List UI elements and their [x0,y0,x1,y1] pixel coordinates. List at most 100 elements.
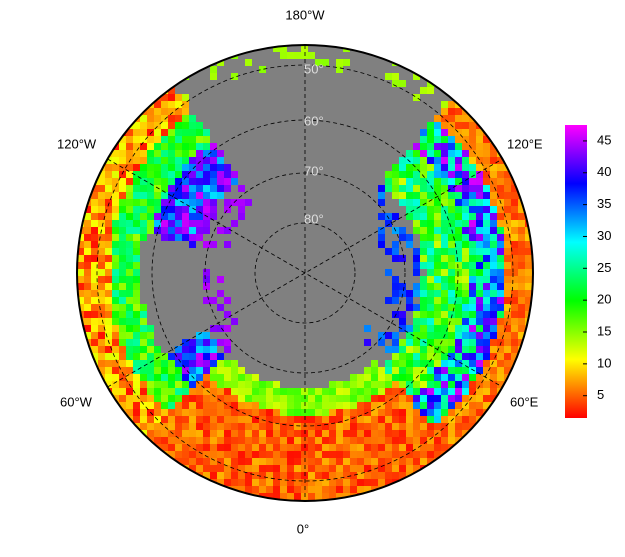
data-cell [189,381,196,388]
data-cell [189,234,196,241]
data-cell [217,192,224,199]
data-cell [462,290,469,297]
data-cell [126,213,133,220]
data-cell [98,360,105,367]
data-cell [140,353,147,360]
data-cell [133,311,140,318]
data-cell [140,157,147,164]
data-cell [140,318,147,325]
data-cell [448,304,455,311]
data-cell [434,220,441,227]
data-cell [210,164,217,171]
data-cell [133,199,140,206]
data-cell [196,423,203,430]
data-cell [126,346,133,353]
data-cell [315,402,322,409]
data-cell [469,388,476,395]
data-cell [392,409,399,416]
data-cell [434,115,441,122]
data-cell [441,409,448,416]
data-cell [483,388,490,395]
data-cell [84,325,91,332]
data-cell [133,185,140,192]
data-cell [455,367,462,374]
data-cell [329,500,336,501]
data-cell [266,430,273,437]
data-cell [413,346,420,353]
data-cell [161,213,168,220]
data-cell [427,178,434,185]
data-cell [273,465,280,472]
data-cell [469,213,476,220]
data-cell [210,143,217,150]
data-cell [420,220,427,227]
data-cell [490,304,497,311]
data-cell [126,241,133,248]
data-cell [455,269,462,276]
data-cell [343,430,350,437]
data-cell [231,402,238,409]
data-cell [448,346,455,353]
data-cell [504,346,511,353]
data-cell [476,353,483,360]
data-cell [490,353,497,360]
lon-label: 120°W [57,136,97,151]
data-cell [462,248,469,255]
data-cell [406,451,413,458]
data-cell [329,423,336,430]
data-cell [168,185,175,192]
data-cell [469,276,476,283]
data-cell [175,346,182,353]
data-cell [483,227,490,234]
data-cell [476,409,483,416]
data-cell [280,430,287,437]
data-cell [413,325,420,332]
data-cell [182,416,189,423]
data-cell [427,388,434,395]
data-cell [483,213,490,220]
data-cell [399,164,406,171]
data-cell [119,171,126,178]
data-cell [427,276,434,283]
data-cell [147,395,154,402]
data-cell [406,339,413,346]
data-cell [371,367,378,374]
data-cell [175,157,182,164]
data-cell [154,437,161,444]
data-cell [168,227,175,234]
data-cell [357,430,364,437]
data-cell [476,339,483,346]
data-cell [84,234,91,241]
data-cell [196,339,203,346]
data-cell [490,157,497,164]
data-cell [490,276,497,283]
data-cell [189,339,196,346]
data-cell [105,360,112,367]
data-cell [378,374,385,381]
data-cell [462,234,469,241]
data-cell [203,227,210,234]
data-cell [329,402,336,409]
data-cell [259,416,266,423]
data-cell [476,248,483,255]
data-cell [427,136,434,143]
data-cell [112,234,119,241]
data-cell [168,101,175,108]
data-cell [448,332,455,339]
data-cell [133,381,140,388]
data-cell [126,402,133,409]
data-cell [203,388,210,395]
data-cell [301,437,308,444]
data-cell [455,430,462,437]
data-cell [287,472,294,479]
data-cell [140,304,147,311]
data-cell [133,290,140,297]
data-cell [420,192,427,199]
data-cell [378,192,385,199]
data-cell [329,409,336,416]
data-cell [245,458,252,465]
data-cell [336,395,343,402]
data-cell [217,185,224,192]
data-cell [154,227,161,234]
data-cell [217,171,224,178]
